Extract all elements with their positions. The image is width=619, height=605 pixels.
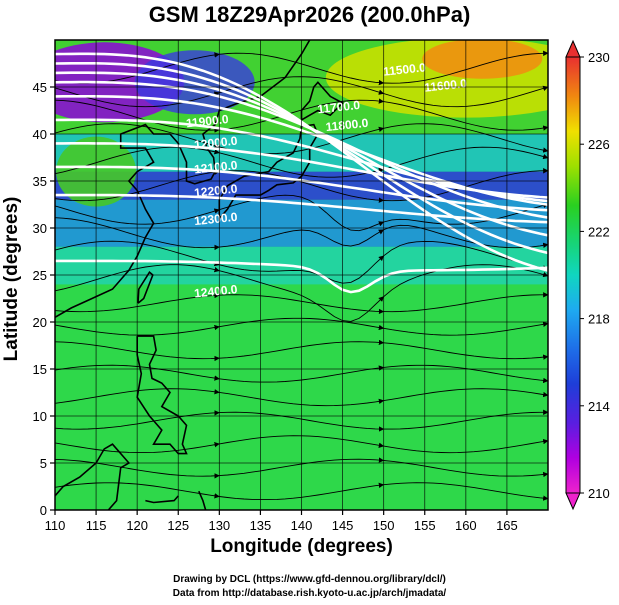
contour-label-2: 11600.0 [424,76,468,94]
y-tick-label-5: 5 [40,456,47,471]
field-warm-core [422,40,543,79]
colorbar-label-226: 226 [588,137,610,152]
x-tick-label-165: 165 [496,518,518,533]
y-axis: 0 5 10 15 20 25 30 35 40 45 [33,80,55,518]
colorbar-max-arrow [565,39,581,58]
grid [55,40,548,510]
y-tick-label-35: 35 [33,174,47,189]
contour-label-8: 12200.0 [194,181,239,199]
coastline-7 [145,495,179,504]
colorbar-label-230: 230 [588,50,610,65]
y-tick-label-25: 25 [33,268,47,283]
y-tick-label-0: 0 [40,503,47,518]
y-tick-label-20: 20 [33,315,47,330]
coastline-8 [198,490,207,510]
colorbar-label-218: 218 [588,312,610,327]
contour-label-9: 12300.0 [194,210,239,228]
x-tick-label-155: 155 [414,518,436,533]
x-tick-label-150: 150 [373,518,395,533]
x-tick-label-125: 125 [167,518,189,533]
contour-label-10: 12400.0 [194,282,239,300]
y-tick-label-30: 30 [33,221,47,236]
x-tick-label-140: 140 [291,518,313,533]
x-tick-label-135: 135 [250,518,272,533]
colorbar-label-214: 214 [588,399,610,414]
contour-label-4: 11800.0 [325,116,369,134]
x-tick-label-145: 145 [332,518,354,533]
credit-data: Data from http://database.rish.kyoto-u.a… [172,588,447,599]
x-axis-label: Longitude (degrees) [210,536,393,557]
colorbar-min-arrow [565,492,581,511]
coastline-6 [55,443,131,510]
x-tick-label-110: 110 [45,518,66,533]
coastline-3 [300,81,344,121]
x-tick-label-120: 120 [126,518,148,533]
y-tick-label-40: 40 [33,127,47,142]
x-tick-label-130: 130 [208,518,230,533]
colorbar: 210 214 218 222 226 230 [565,39,610,511]
x-tick-label-160: 160 [455,518,477,533]
y-axis-label: Latitude (degrees) [1,196,22,362]
colorbar-bar [565,56,581,494]
y-tick-label-10: 10 [33,409,47,424]
coastline-4 [137,270,154,304]
contour-label-1: 11500.0 [383,60,427,78]
y-tick-label-45: 45 [33,80,47,95]
contour-label-3: 11700.0 [317,98,361,116]
x-tick-label-115: 115 [86,518,107,533]
colorbar-label-222: 222 [588,224,610,239]
y-tick-label-15: 15 [33,362,47,377]
x-axis: 110 115 120 125 130 135 140 145 150 155 160 165 [45,510,518,533]
plot-title: GSM 18Z29Apr2026 (200.0hPa) [148,2,471,27]
colorbar-label-210: 210 [588,486,610,501]
credit-drawing: Drawing by DCL (https://www.gfd-dennou.o… [173,574,446,585]
